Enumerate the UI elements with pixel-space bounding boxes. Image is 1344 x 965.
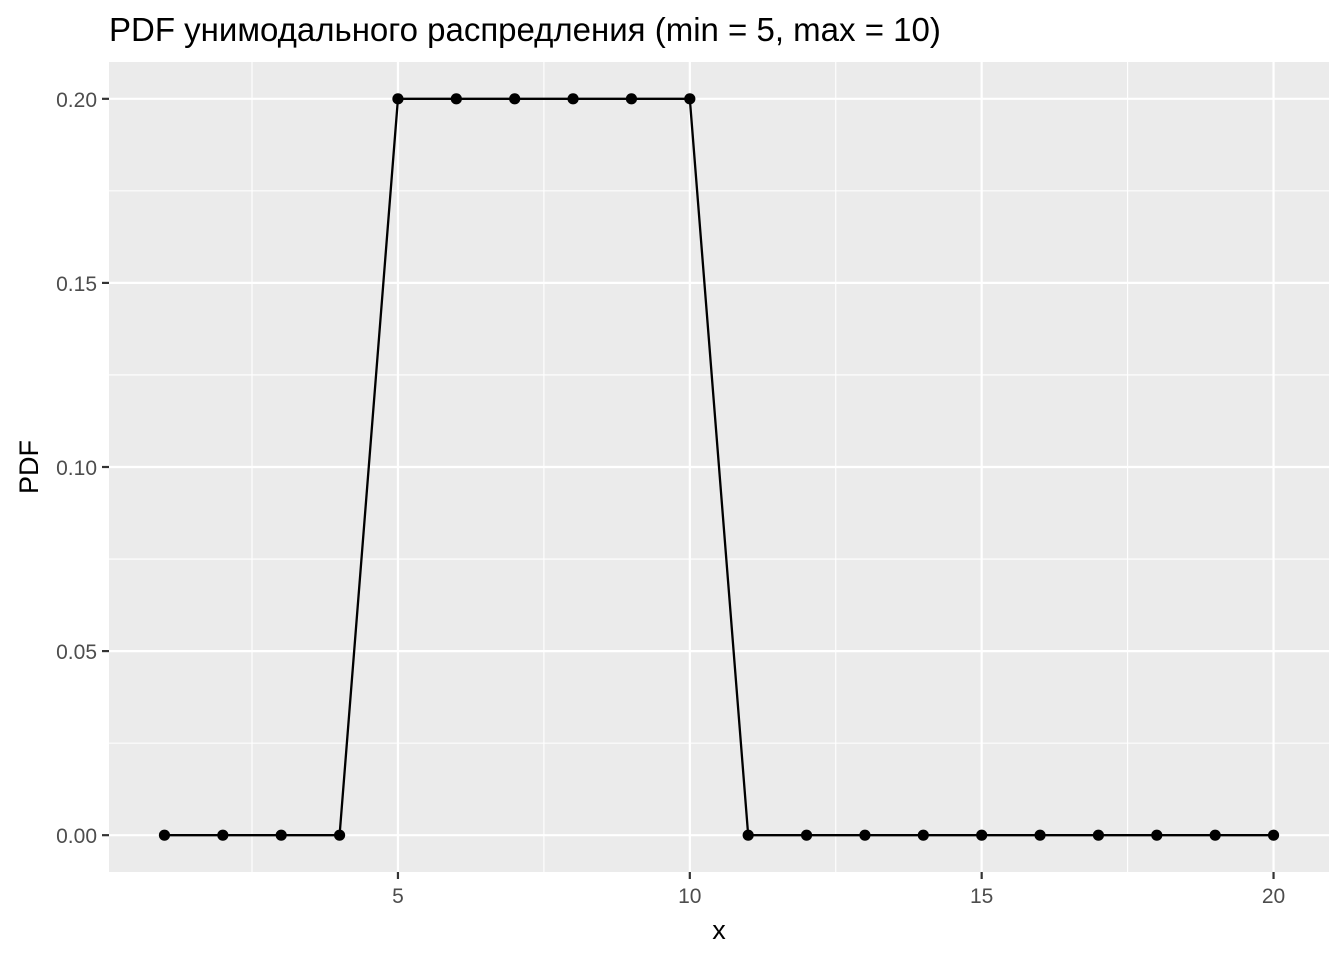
data-point	[1151, 829, 1163, 841]
data-point	[800, 829, 813, 841]
x-axis-tick-label: 5	[392, 885, 404, 908]
y-axis-tick-label: 0.20	[56, 89, 97, 112]
data-point	[333, 829, 346, 841]
data-point	[509, 93, 521, 105]
data-point	[917, 829, 929, 841]
data-point	[859, 829, 871, 841]
data-point	[392, 93, 404, 105]
data-point	[450, 93, 462, 105]
data-point	[217, 829, 229, 841]
data-point	[1034, 829, 1046, 841]
data-point	[684, 93, 696, 105]
y-axis-tick-labels: 0.00 0.05 0.10 0.15 0.20	[56, 89, 97, 848]
y-axis-tick-label: 0.05	[56, 641, 97, 664]
chart-title: PDF унимодального распредления (min = 5,…	[109, 11, 941, 48]
x-axis-tick-label: 15	[970, 885, 993, 908]
x-axis-tick-label: 10	[678, 885, 701, 908]
data-point	[1267, 829, 1280, 841]
y-axis-tick-label: 0.00	[56, 825, 97, 848]
data-point	[567, 93, 579, 105]
data-point	[1092, 829, 1105, 841]
data-point	[976, 829, 988, 841]
data-point	[158, 829, 171, 841]
data-point	[742, 829, 754, 841]
x-axis-tick-labels: 5 10 15 20	[392, 885, 1285, 908]
axis-ticks	[102, 97, 1275, 879]
data-points	[158, 93, 1280, 841]
data-line	[164, 97, 1274, 837]
y-axis-tick-label: 0.10	[56, 457, 97, 480]
y-axis-tick-label: 0.15	[56, 273, 97, 296]
x-axis-title: x	[712, 915, 726, 945]
data-line-group	[164, 97, 1274, 837]
y-axis-title: PDF	[14, 440, 44, 494]
data-point	[625, 93, 638, 105]
x-axis-tick-label: 20	[1262, 885, 1285, 908]
data-point	[275, 829, 287, 841]
data-point	[1209, 829, 1221, 841]
